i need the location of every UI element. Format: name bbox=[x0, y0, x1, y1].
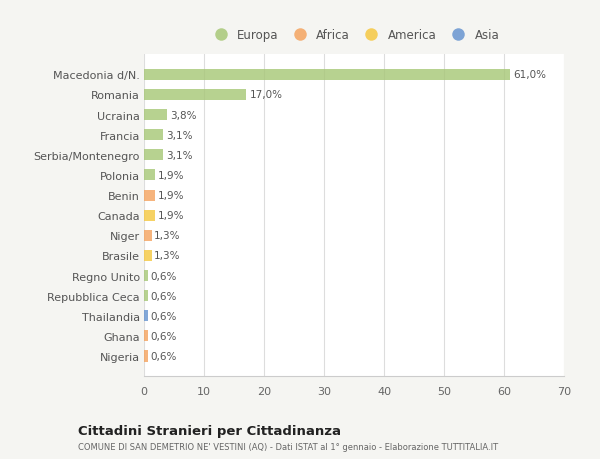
Bar bbox=[144, 90, 246, 101]
Text: 3,1%: 3,1% bbox=[166, 151, 193, 161]
Text: 1,3%: 1,3% bbox=[154, 251, 181, 261]
Text: COMUNE DI SAN DEMETRIO NE' VESTINI (AQ) - Dati ISTAT al 1° gennaio - Elaborazion: COMUNE DI SAN DEMETRIO NE' VESTINI (AQ) … bbox=[78, 442, 498, 451]
Bar bbox=[144, 230, 152, 241]
Bar bbox=[144, 170, 155, 181]
Bar bbox=[144, 351, 148, 362]
Text: 1,3%: 1,3% bbox=[154, 231, 181, 241]
Bar bbox=[144, 110, 167, 121]
Bar bbox=[144, 311, 148, 322]
Text: 0,6%: 0,6% bbox=[150, 311, 176, 321]
Text: 3,1%: 3,1% bbox=[166, 130, 193, 140]
Bar bbox=[144, 291, 148, 302]
Text: 61,0%: 61,0% bbox=[514, 70, 547, 80]
Bar bbox=[144, 330, 148, 341]
Text: 0,6%: 0,6% bbox=[150, 331, 176, 341]
Text: 17,0%: 17,0% bbox=[250, 90, 283, 100]
Text: Cittadini Stranieri per Cittadinanza: Cittadini Stranieri per Cittadinanza bbox=[78, 425, 341, 437]
Bar bbox=[144, 150, 163, 161]
Text: 3,8%: 3,8% bbox=[170, 110, 197, 120]
Text: 1,9%: 1,9% bbox=[158, 190, 184, 201]
Text: 0,6%: 0,6% bbox=[150, 291, 176, 301]
Bar bbox=[144, 250, 152, 262]
Bar bbox=[144, 270, 148, 281]
Text: 0,6%: 0,6% bbox=[150, 271, 176, 281]
Text: 1,9%: 1,9% bbox=[158, 171, 184, 180]
Legend: Europa, Africa, America, Asia: Europa, Africa, America, Asia bbox=[205, 26, 503, 45]
Bar bbox=[144, 70, 510, 81]
Bar bbox=[144, 210, 155, 221]
Text: 0,6%: 0,6% bbox=[150, 351, 176, 361]
Text: 1,9%: 1,9% bbox=[158, 211, 184, 221]
Bar bbox=[144, 190, 155, 201]
Bar bbox=[144, 130, 163, 141]
